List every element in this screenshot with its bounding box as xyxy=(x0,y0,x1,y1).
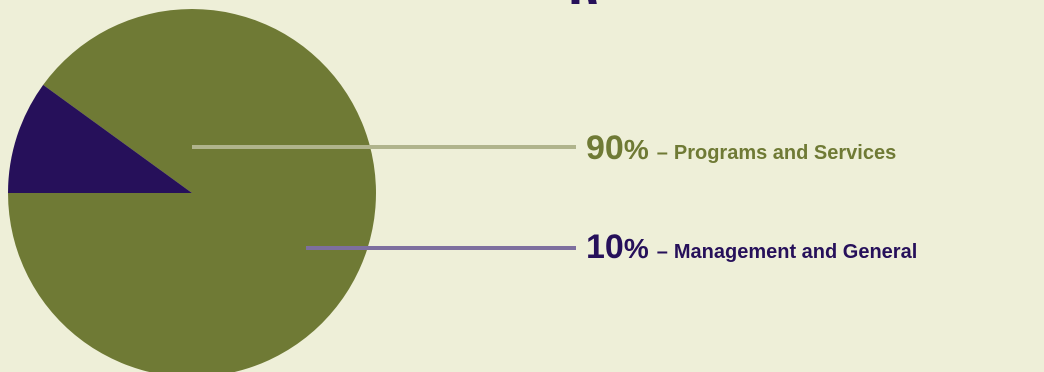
page-title-text: p xyxy=(568,0,608,4)
separator: – xyxy=(656,142,668,164)
percent-value: 10 xyxy=(586,228,624,266)
legend-label-programs: 90% – Programs and Services xyxy=(586,131,896,165)
percent-sign: % xyxy=(623,233,649,264)
percent-sign: % xyxy=(623,134,649,165)
pie-slice-management xyxy=(8,84,192,193)
pie-slice-programs xyxy=(8,9,376,372)
legend-label-management: 10% – Management and General xyxy=(586,230,917,264)
separator: – xyxy=(656,241,668,263)
slice-name: Management and General xyxy=(673,241,918,263)
slice-name: Programs and Services xyxy=(673,142,897,164)
percent-value: 90 xyxy=(586,129,624,167)
page-title-fragment: p xyxy=(568,0,608,4)
